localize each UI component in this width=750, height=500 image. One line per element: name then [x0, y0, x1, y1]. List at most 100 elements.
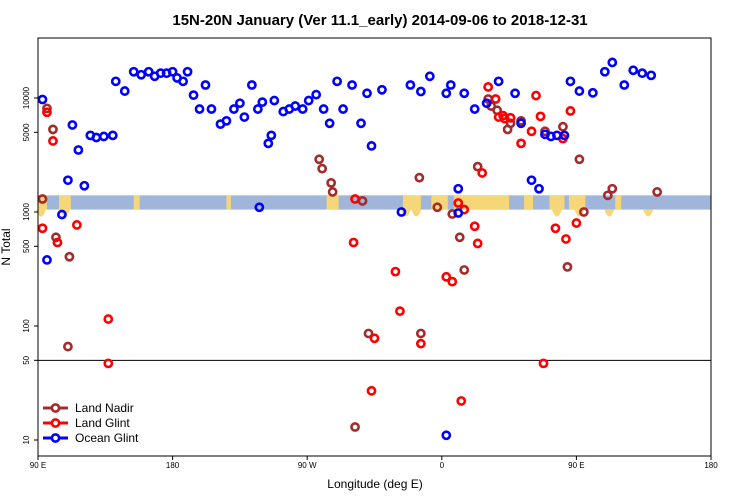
data-point [73, 145, 84, 155]
data-point [98, 131, 109, 142]
data-point [64, 251, 75, 262]
data-point [637, 68, 648, 79]
data-point [424, 71, 435, 82]
data-point [652, 187, 663, 197]
data-point [107, 130, 118, 141]
data-points [37, 57, 663, 441]
data-point [526, 175, 537, 186]
land-ocean-band [35, 195, 711, 217]
data-point [531, 90, 541, 101]
data-point [414, 172, 425, 183]
land-strip [133, 195, 140, 210]
data-point [188, 90, 199, 101]
data-point [390, 266, 401, 277]
data-point [490, 94, 501, 104]
y-tick-label: 10000 [22, 86, 31, 109]
data-point [263, 138, 274, 149]
data-point [454, 232, 465, 243]
data-point [472, 238, 483, 249]
data-point [505, 112, 516, 123]
y-tick-label: 5000 [22, 123, 31, 141]
data-point [136, 69, 147, 80]
x-tick-label: 0 [440, 461, 445, 470]
data-point [559, 130, 570, 141]
data-point [314, 154, 325, 165]
data-point [363, 328, 374, 339]
series-land-glint [37, 82, 582, 406]
data-point [599, 66, 610, 77]
data-point [469, 104, 480, 114]
data-point [103, 358, 114, 369]
y-tick-label: 1000 [22, 203, 31, 221]
data-point [538, 358, 549, 369]
data-point [481, 98, 492, 109]
data-point [646, 70, 657, 81]
data-point [619, 80, 630, 90]
legend-marker [50, 433, 61, 443]
data-point [415, 338, 426, 349]
data-point [182, 66, 193, 77]
data-point [366, 385, 377, 396]
data-point [565, 76, 576, 87]
data-point [200, 80, 211, 90]
ocean-band [38, 195, 711, 210]
data-point [48, 136, 58, 146]
data-point [526, 126, 537, 137]
data-point [587, 87, 598, 98]
data-point [441, 271, 452, 282]
data-point [178, 76, 188, 87]
data-point [558, 121, 568, 132]
data-point [456, 396, 467, 406]
x-tick-label: 180 [704, 461, 718, 470]
land-strip [326, 195, 339, 210]
land-strip [402, 195, 421, 210]
data-point [369, 333, 380, 344]
data-point [167, 66, 178, 77]
data-point [350, 194, 360, 204]
data-point [318, 104, 329, 114]
chart-title: 15N-20N January (Ver 11.1_early) 2014-09… [172, 12, 587, 29]
data-point [472, 161, 483, 172]
data-point [469, 221, 480, 232]
y-tick-label: 500 [22, 239, 31, 253]
data-point [143, 66, 154, 77]
data-point [128, 66, 139, 77]
data-point [578, 207, 589, 217]
data-point [229, 104, 239, 114]
data-point [324, 118, 335, 129]
land-strip [226, 195, 231, 210]
data-point [453, 183, 464, 194]
data-point [254, 202, 265, 213]
x-tick-label: 90 E [568, 461, 584, 470]
data-point [574, 154, 585, 165]
data-point [561, 234, 571, 244]
data-point [194, 104, 205, 114]
data-point [103, 314, 114, 324]
data-point [415, 328, 426, 339]
data-point [453, 208, 464, 218]
series-ocean-glint [37, 57, 657, 441]
data-point [221, 115, 232, 126]
x-axis-ticks: 90 E 180 90 W 0 90 E 180 [30, 456, 718, 470]
data-point [252, 104, 263, 114]
data-point [269, 95, 280, 106]
data-point [574, 86, 585, 96]
data-point [327, 187, 338, 197]
data-point [37, 94, 48, 105]
data-point [297, 104, 308, 114]
series-land-nadir [37, 94, 663, 432]
data-point [347, 80, 357, 90]
x-tick-label: 90 E [30, 461, 46, 470]
y-axis-ticks: 10 50 100 500 1000 5000 10000 [22, 86, 38, 444]
data-point [63, 175, 73, 186]
data-point [516, 118, 526, 129]
data-point [110, 76, 121, 87]
data-point [459, 88, 470, 99]
data-point [493, 76, 504, 87]
data-point [483, 82, 494, 92]
data-point [534, 183, 544, 194]
legend-label: Land Nadir [75, 401, 134, 415]
data-point [63, 341, 73, 352]
data-point [37, 194, 48, 204]
